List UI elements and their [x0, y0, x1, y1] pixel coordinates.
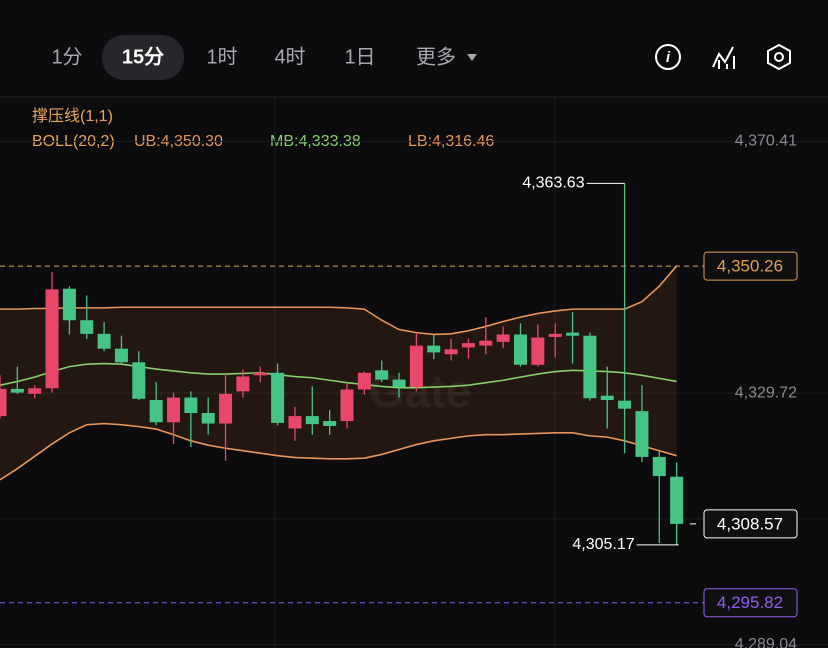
- candle-body: [253, 372, 267, 376]
- candle-body: [548, 333, 562, 337]
- tab[interactable]: 1日: [344, 46, 375, 68]
- price-tag-box: [703, 588, 798, 618]
- candle-body: [635, 411, 649, 457]
- info-icon[interactable]: i: [655, 44, 681, 70]
- candle-body: [80, 320, 94, 334]
- candle-body: [357, 372, 371, 390]
- candle-body: [531, 337, 545, 365]
- tab-active-bg: [102, 35, 184, 80]
- candle-body: [0, 388, 7, 417]
- overlay-line: [0, 362, 677, 389]
- y-tick-label: 4,329.72: [735, 384, 797, 401]
- candle-body: [132, 362, 146, 399]
- tab[interactable]: 15分: [122, 45, 164, 68]
- tab[interactable]: 4时: [274, 45, 305, 68]
- candle-body: [114, 348, 128, 363]
- band-fill: [0, 265, 677, 480]
- price-tag-box: [703, 251, 798, 281]
- settings-icon[interactable]: [767, 43, 791, 71]
- indicator-title: 撑压线(1,1): [32, 107, 113, 125]
- max-marker-label: 4,363.63: [522, 175, 584, 192]
- candle-body: [427, 345, 441, 353]
- candle-body: [271, 372, 285, 423]
- candle-body: [97, 333, 111, 349]
- price-tag-box: [703, 509, 798, 539]
- candle-body: [444, 349, 458, 355]
- candle-body: [201, 413, 215, 424]
- candle-body: [583, 335, 597, 399]
- overlay-line: [0, 422, 677, 481]
- candle-body: [409, 345, 423, 388]
- dropdown-arrow: [467, 54, 477, 61]
- tab[interactable]: 1分: [51, 45, 82, 68]
- candle-body: [566, 332, 580, 336]
- indicator-icon[interactable]: [712, 46, 735, 69]
- y-tick-label: 4,370.41: [735, 133, 797, 150]
- candle-body: [167, 397, 180, 423]
- candle-body: [10, 388, 24, 393]
- candle-body: [375, 370, 389, 380]
- candle-body: [323, 421, 337, 426]
- candle-body: [461, 343, 475, 348]
- candle-body: [62, 288, 76, 321]
- candle-body: [670, 476, 684, 524]
- candle-body: [236, 376, 250, 392]
- min-marker-label: 4,305.17: [572, 536, 634, 553]
- price-tag-label: 4,308.57: [717, 514, 783, 533]
- candle-body: [28, 388, 42, 394]
- price-tag-label: 4,350.26: [717, 257, 783, 276]
- candle-body: [392, 379, 406, 388]
- candle-body: [149, 400, 163, 423]
- candle-body: [288, 416, 302, 429]
- candle-body: [652, 456, 666, 477]
- svg-text:i: i: [666, 49, 671, 66]
- candle-body: [600, 395, 614, 401]
- candle-body: [496, 334, 510, 342]
- candle-body: [618, 400, 632, 409]
- tab[interactable]: 1时: [206, 45, 237, 68]
- y-tick-label: 4,289.04: [735, 636, 797, 648]
- candle-body: [305, 416, 319, 425]
- candle-body: [479, 340, 493, 346]
- price-tag-label: 4,295.82: [717, 593, 783, 612]
- candle-body: [45, 289, 59, 389]
- candle-body: [514, 334, 527, 365]
- tab[interactable]: 更多: [416, 45, 456, 68]
- candle-body: [340, 389, 354, 422]
- candle-body: [184, 397, 198, 414]
- overlay-line: [0, 265, 678, 336]
- candle-body: [219, 393, 233, 424]
